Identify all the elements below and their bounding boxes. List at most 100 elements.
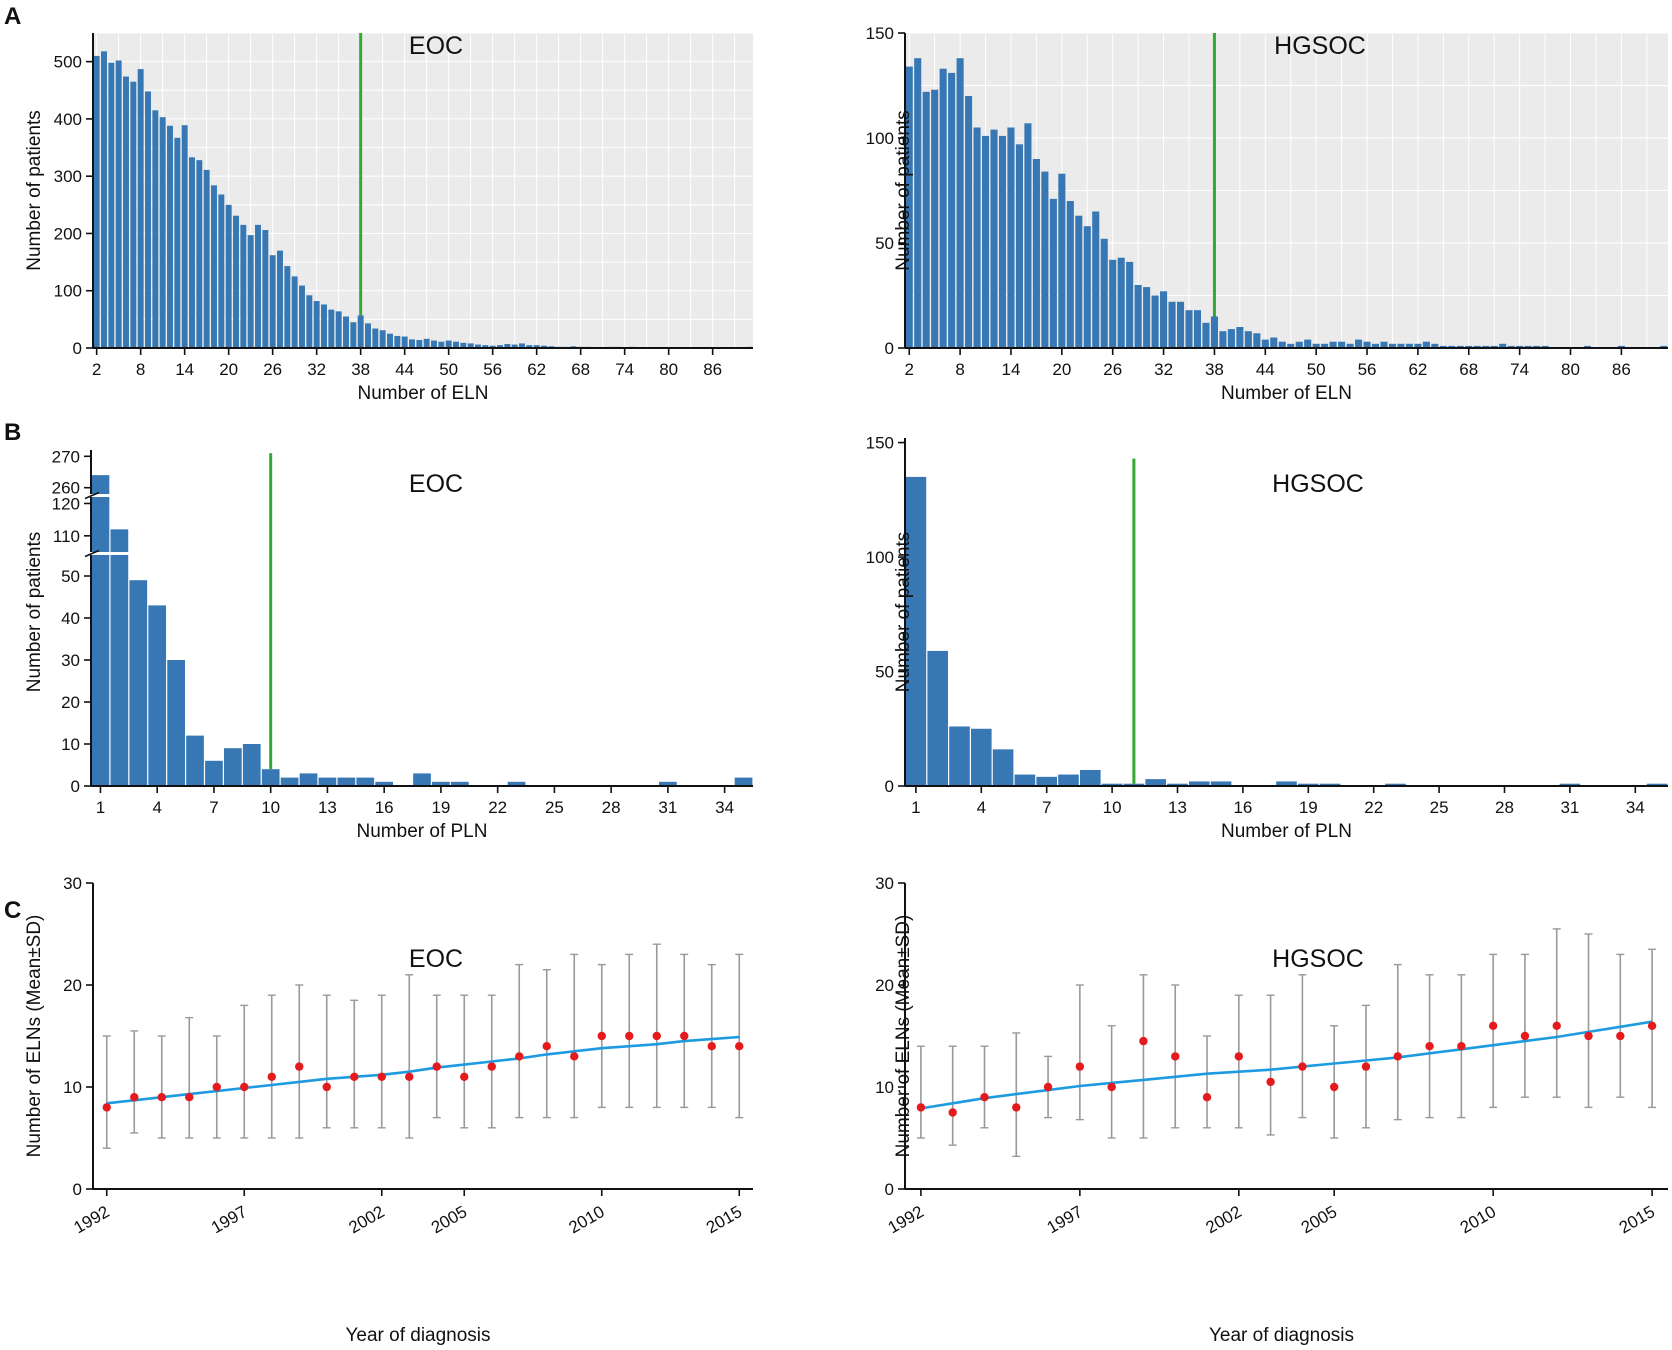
mean-point <box>1425 1042 1434 1051</box>
bar <box>1101 783 1123 786</box>
bar <box>1287 343 1295 348</box>
mean-point <box>1329 1082 1339 1092</box>
mean-point <box>542 1042 551 1051</box>
mean-point <box>625 1031 634 1041</box>
bar <box>167 660 185 786</box>
mean-point <box>405 1072 414 1082</box>
x-tick-label: 2 <box>905 360 914 379</box>
bar <box>922 91 930 349</box>
mean-point <box>1075 1062 1085 1071</box>
x-tick-label: 2005 <box>1298 1202 1340 1237</box>
chart-c-hgsoc: 0 10 20 30 1992 1997 2002 2005 2010 2015 HGSOC Year… <box>875 874 1668 1346</box>
bar <box>211 185 217 348</box>
bar <box>1304 339 1312 348</box>
bar <box>261 769 280 786</box>
bar <box>409 339 415 348</box>
y-tick-label: 500 <box>54 53 82 72</box>
bar <box>1524 345 1532 348</box>
bar <box>1329 341 1337 348</box>
x-tick-label: 25 <box>545 798 564 817</box>
bar <box>1646 783 1668 786</box>
bar <box>372 328 379 348</box>
mean-point <box>377 1072 386 1082</box>
bar <box>1167 783 1188 786</box>
bar <box>497 345 503 348</box>
bar <box>949 726 970 786</box>
bar <box>1617 345 1625 348</box>
bar <box>145 91 151 349</box>
x-tick-label: 2010 <box>565 1202 607 1237</box>
axis-break-mark <box>84 549 100 558</box>
bar <box>453 341 459 348</box>
bar <box>734 777 753 786</box>
bar <box>196 160 203 348</box>
y-tick-label: 400 <box>54 110 82 129</box>
chart-c-eoc: 0 10 20 30 1992 1997 2002 2005 2010 2015 EOC Year o… <box>24 874 753 1346</box>
bar <box>1312 343 1320 348</box>
bar <box>357 315 364 348</box>
bar <box>1583 345 1591 348</box>
bar <box>225 204 232 348</box>
bar <box>93 55 100 348</box>
x-tick-label: 68 <box>1459 360 1478 379</box>
bar <box>1559 783 1581 786</box>
x-tick-label: 31 <box>1560 798 1579 817</box>
bar <box>1100 238 1108 348</box>
bar <box>489 345 496 348</box>
mean-point <box>1488 1021 1498 1030</box>
bar <box>1092 211 1100 348</box>
bar <box>450 781 469 786</box>
panel-letter-a: A <box>4 3 21 30</box>
x-tick-label: 10 <box>261 798 280 817</box>
bar <box>927 650 948 786</box>
mean-point <box>1520 1031 1530 1041</box>
mean-point <box>515 1052 524 1061</box>
bar <box>1066 201 1074 348</box>
x-tick-label: 44 <box>1256 360 1275 379</box>
x-tick-label: 44 <box>395 360 414 379</box>
bar <box>91 475 110 786</box>
bar <box>284 266 291 348</box>
mean-point <box>1584 1031 1593 1041</box>
mean-point <box>1171 1052 1180 1061</box>
bar <box>1151 295 1159 348</box>
y-tick-label: 0 <box>71 777 80 796</box>
mean-point <box>1234 1052 1244 1061</box>
x-tick-label: 31 <box>658 798 677 817</box>
bar <box>1244 331 1252 348</box>
bar <box>1507 345 1515 348</box>
bar <box>365 323 371 348</box>
x-tick-label: 14 <box>175 360 194 379</box>
bar <box>110 529 129 786</box>
y-tick-label: 150 <box>866 434 894 453</box>
x-tick-label: 1 <box>96 798 105 817</box>
x-tick-label: 50 <box>1307 360 1326 379</box>
bar <box>1032 159 1040 348</box>
x-tick-label: 14 <box>1002 360 1021 379</box>
x-axis-label: Number of ELN <box>358 383 489 404</box>
bar <box>971 728 992 786</box>
bar <box>328 309 335 348</box>
y-tick-label: 200 <box>54 224 82 243</box>
x-tick-label: 74 <box>615 360 634 379</box>
trend-line <box>106 1035 740 1105</box>
x-tick-label: 13 <box>318 798 337 817</box>
bar <box>914 58 922 348</box>
bar <box>1126 261 1134 348</box>
chart-title: HGSOC <box>1274 32 1366 60</box>
bar <box>130 81 137 349</box>
bar <box>343 316 349 348</box>
bar <box>337 777 356 786</box>
x-tick-label: 2010 <box>1457 1202 1499 1237</box>
bar <box>438 341 445 348</box>
mean-point <box>707 1042 716 1051</box>
mean-point <box>1202 1093 1212 1102</box>
bar <box>233 215 239 348</box>
bar <box>1015 144 1023 348</box>
bar <box>1439 345 1447 348</box>
bar <box>1261 339 1269 348</box>
x-axis-label: Year of diagnosis <box>345 1325 490 1346</box>
x-tick-label: 20 <box>219 360 238 379</box>
bar <box>1189 781 1210 786</box>
